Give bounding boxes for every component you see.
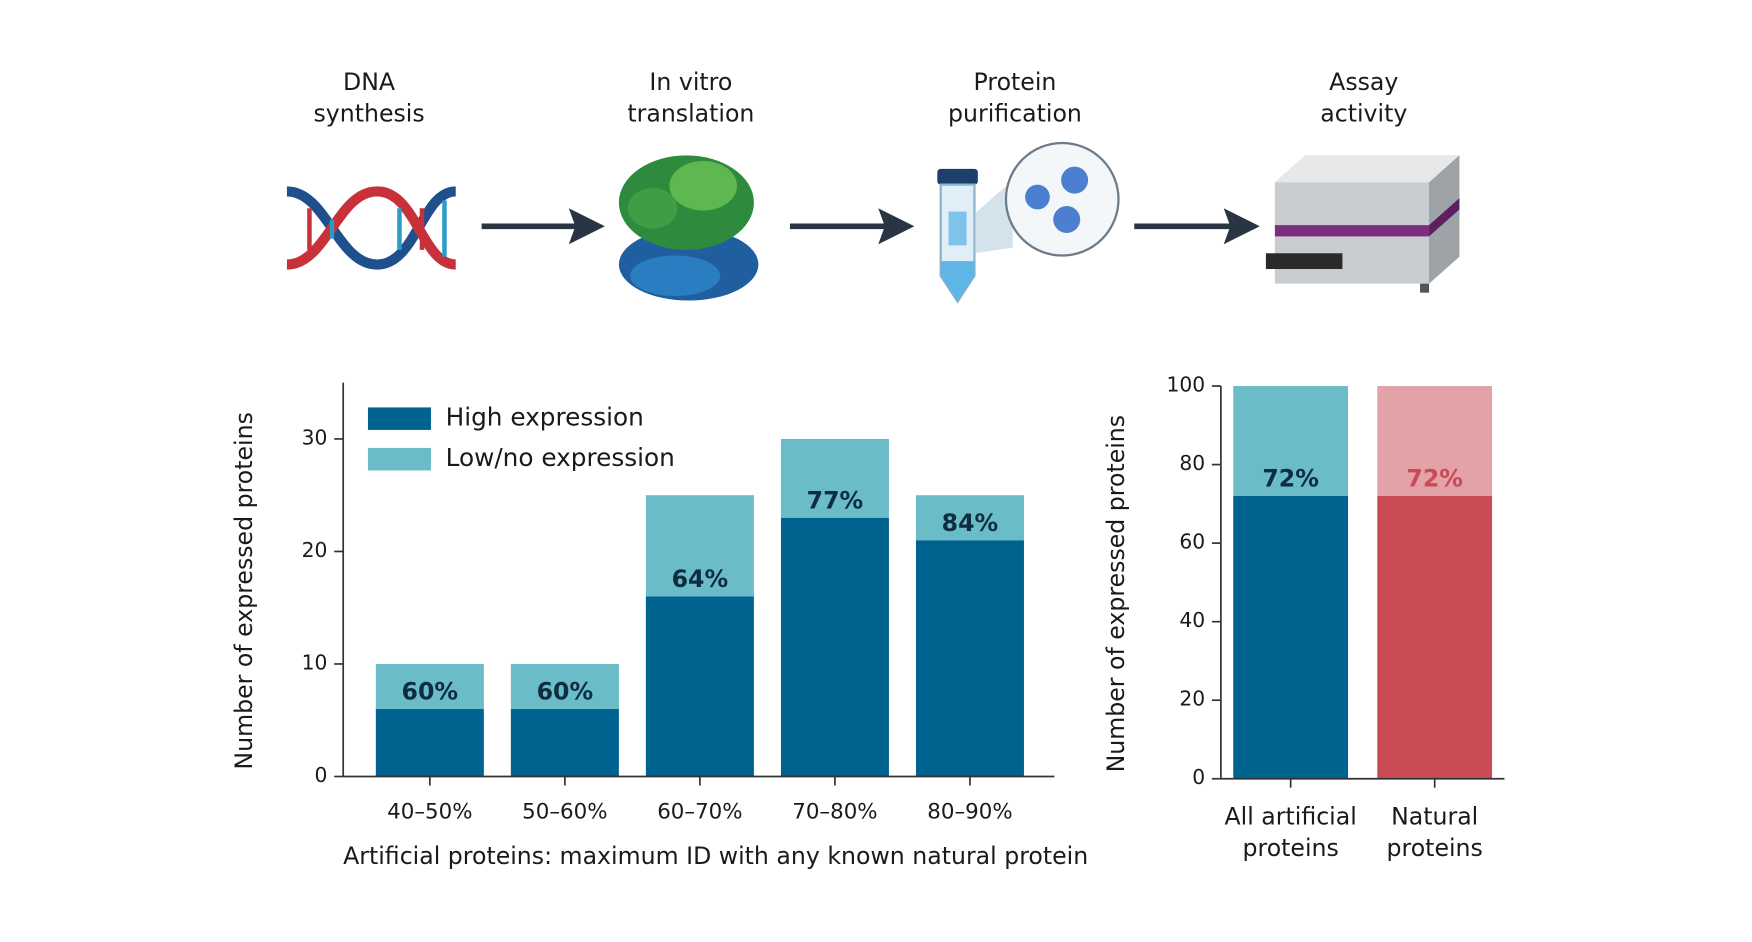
y-tick-label: 0 — [1192, 765, 1205, 789]
step-title: Protein — [974, 68, 1057, 96]
dna-icon — [286, 186, 457, 270]
legend-label: Low/no expression — [446, 443, 675, 472]
bar-segment — [915, 540, 1024, 777]
arrows — [481, 208, 1260, 245]
bar-segment — [510, 663, 619, 709]
y-axis-label: Number of expressed proteins — [1102, 415, 1130, 772]
bar-segment — [510, 708, 619, 777]
step-title: activity — [1320, 99, 1407, 127]
plate-reader-icon — [1265, 155, 1460, 293]
bar-segment — [1233, 496, 1349, 779]
x-tick-label: Natural — [1391, 803, 1478, 831]
x-axis-label: Artificial proteins: maximum ID with any… — [343, 842, 1088, 870]
step-title: In vitro — [649, 68, 732, 96]
x-tick-label: 80–90% — [927, 800, 1012, 825]
x-tick-label: proteins — [1387, 834, 1483, 862]
bar-segment — [375, 708, 484, 777]
y-tick-label: 30 — [302, 425, 328, 449]
bar-label: 60% — [537, 678, 594, 706]
step-title: DNA — [343, 68, 395, 96]
y-tick-label: 60 — [1179, 530, 1205, 554]
y-tick-label: 80 — [1179, 451, 1205, 475]
legend-label: High expression — [446, 403, 644, 432]
bar-label: 72% — [1406, 465, 1463, 493]
x-tick-label: 40–50% — [387, 800, 472, 825]
bar-segment — [1377, 496, 1493, 779]
y-tick-label: 10 — [302, 650, 328, 674]
bar-label: 72% — [1262, 465, 1319, 493]
bar-label: 60% — [402, 678, 459, 706]
step-title: Assay — [1329, 68, 1398, 96]
bar-segment — [780, 438, 889, 518]
bar-label: 64% — [672, 565, 729, 593]
bar-segment — [1233, 386, 1349, 497]
bar-segment — [645, 495, 754, 597]
step-title: synthesis — [313, 99, 424, 127]
step-title: purification — [948, 99, 1082, 127]
bar-segment — [645, 596, 754, 777]
step-title: translation — [627, 99, 754, 127]
bar-segment — [375, 663, 484, 709]
x-tick-label: 60–70% — [657, 800, 742, 825]
bar-label: 77% — [807, 486, 864, 514]
bar-segment — [915, 495, 1024, 541]
y-tick-label: 0 — [315, 763, 328, 787]
bar-segment — [780, 517, 889, 777]
x-tick-label: 70–80% — [792, 800, 877, 825]
y-tick-label: 100 — [1166, 373, 1205, 397]
ribosome-icon — [618, 155, 759, 301]
x-tick-label: proteins — [1243, 834, 1339, 862]
x-tick-label: All artificial — [1225, 803, 1357, 831]
y-tick-label: 40 — [1179, 608, 1205, 632]
tube-icon — [937, 141, 1120, 304]
legend-swatch — [367, 407, 431, 430]
bar-segment — [1377, 386, 1493, 497]
y-axis-label: Number of expressed proteins — [230, 412, 258, 769]
y-tick-label: 20 — [302, 538, 328, 562]
legend-swatch — [367, 447, 431, 471]
x-tick-label: 50–60% — [522, 800, 607, 825]
y-tick-label: 20 — [1179, 687, 1205, 711]
bar-label: 84% — [942, 509, 999, 537]
